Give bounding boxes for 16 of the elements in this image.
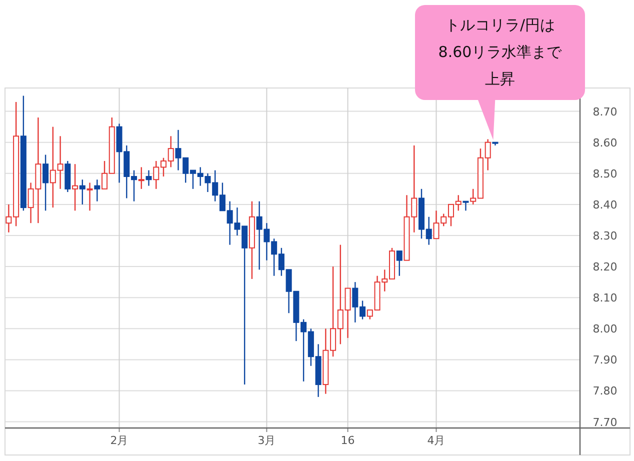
y-tick-label: 8.70 <box>592 105 618 118</box>
y-tick-label: 8.00 <box>592 322 618 336</box>
y-tick-label: 8.20 <box>592 260 618 274</box>
y-tick-label: 7.90 <box>592 354 618 367</box>
x-tick-label: 4月 <box>427 434 446 447</box>
y-tick-label: 8.10 <box>592 292 618 305</box>
y-tick-label: 7.80 <box>592 384 618 398</box>
x-tick-label: 3月 <box>258 434 276 447</box>
callout: トルコリラ/円は8.60リラ水準まで上昇 <box>415 5 585 140</box>
x-tick-label: 16 <box>340 434 355 447</box>
y-tick-label: 8.40 <box>592 198 618 212</box>
y-tick-label: 8.60 <box>592 136 618 150</box>
x-tick-label: 2月 <box>110 434 128 447</box>
y-tick-label: 8.50 <box>592 167 618 180</box>
y-tick-label: 7.70 <box>592 416 618 429</box>
y-tick-label: 8.30 <box>592 229 618 242</box>
